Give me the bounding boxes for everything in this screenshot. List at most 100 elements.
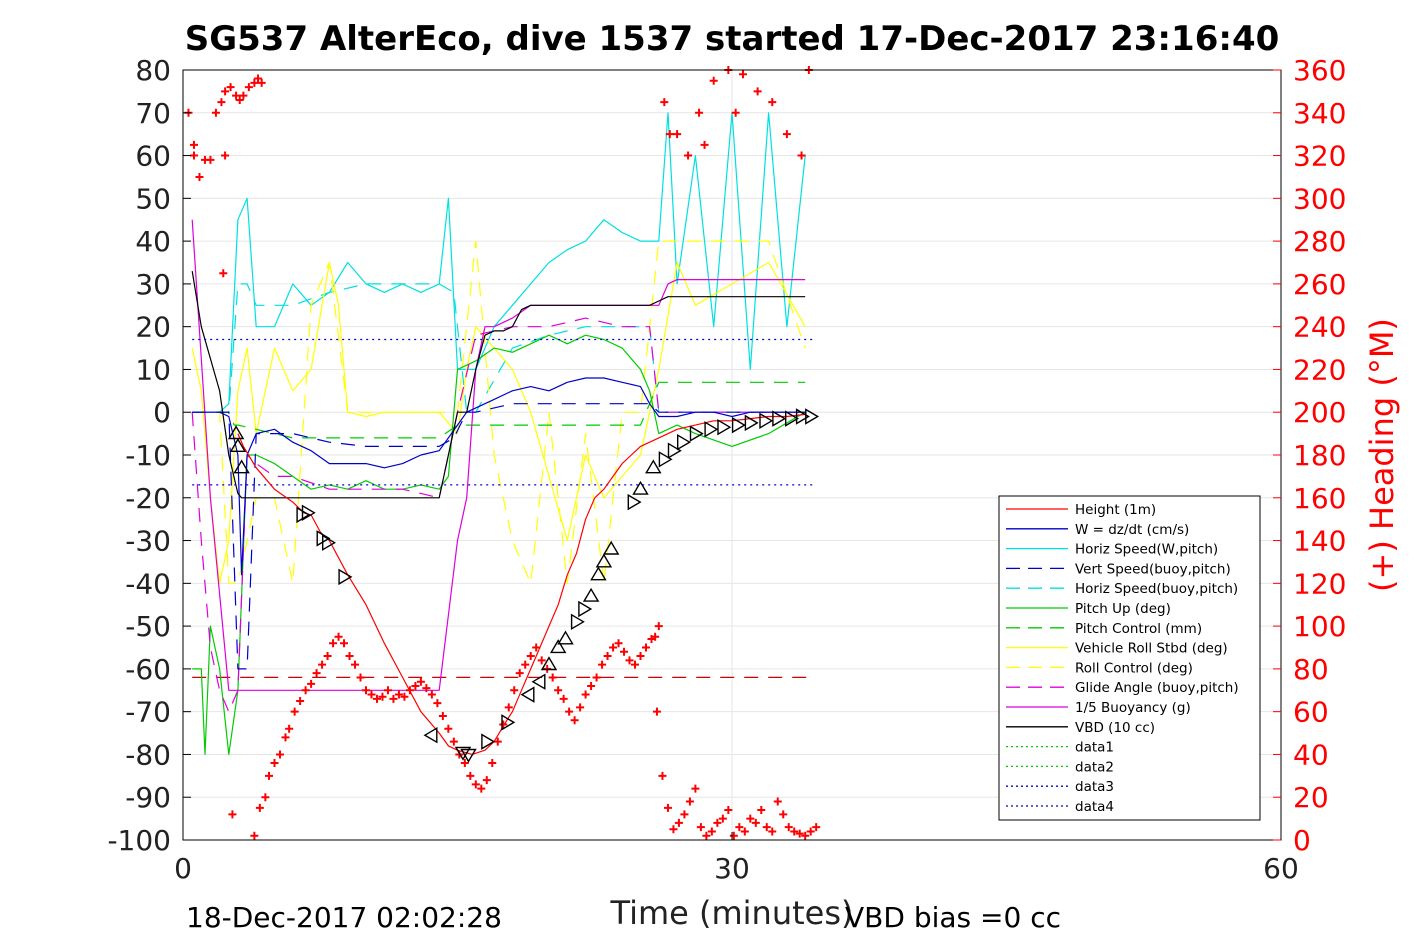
tick-label-left: -90 [125,781,171,814]
tick-label-right: 180 [1293,439,1346,472]
heading-point [394,690,403,699]
heading-point [405,686,414,695]
heading-point [740,827,749,836]
heading-point [565,707,574,716]
tick-label-left: 10 [135,353,171,386]
heading-point [438,711,447,720]
heading-point [477,784,486,793]
heading-point [307,679,316,688]
heading-point [576,703,585,712]
heading-point [620,647,629,656]
heading-point [515,669,524,678]
heading-point [499,720,508,729]
heading-point [526,652,535,661]
height-marker [322,534,336,551]
heading-point [290,707,299,716]
heading-point [782,130,791,139]
heading-point [219,269,228,278]
heading-point [416,677,425,686]
height-marker [423,726,438,744]
heading-point [378,692,387,701]
legend-entry: data2 [1075,759,1114,775]
heading-point [255,803,264,812]
tick-label-left: -60 [125,653,171,686]
height-marker [645,459,662,474]
heading-point [757,806,766,815]
height-marker [229,438,247,452]
height-marker [549,639,567,654]
heading-point [444,724,453,733]
heading-point [700,140,709,149]
heading-point [651,632,660,641]
heading-point [680,810,689,819]
legend-entry: Pitch Control (mm) [1075,621,1202,637]
heading-point [521,660,530,669]
tick-label-left: -50 [125,610,171,643]
height-marker [595,553,613,568]
heading-point [261,793,270,802]
heading-point [460,759,469,767]
heading-point [221,151,230,160]
tick-label-right: 300 [1293,182,1346,215]
heading-point [660,98,669,107]
tick-label-right: 100 [1293,610,1346,643]
heading-point [257,78,266,87]
height-marker [301,504,316,522]
heading-point [449,737,458,746]
legend-entry: Horiz Speed(W,pitch) [1075,542,1218,558]
heading-point [482,776,491,785]
tick-label-x: 60 [1263,852,1299,885]
legend-entry: 1/5 Buoyancy (g) [1075,700,1191,716]
tick-label-x: 0 [174,852,192,885]
heading-point [554,686,563,695]
x-axis-label: Time (minutes) [610,894,854,932]
series-line-10 [191,219,806,691]
height-marker [460,748,477,763]
tick-label-left: -40 [125,567,171,600]
tick-label-right: 360 [1293,54,1346,87]
heading-point [383,686,392,695]
tick-label-left: 30 [135,268,171,301]
heading-point [244,83,253,92]
heading-point [334,632,343,641]
heading-point [318,660,327,669]
heading-point [312,669,321,678]
heading-point [702,831,711,840]
tick-label-left: 0 [153,396,171,429]
heading-point [674,818,683,827]
legend-entry: Roll Control (deg) [1075,660,1193,676]
heading-point [735,823,744,832]
height-marker [540,656,558,671]
heading-point [221,87,230,96]
heading-point [427,690,436,699]
tick-label-x: 30 [714,852,750,885]
footer-vbd-bias: VBD bias =0 cc [845,901,1061,934]
heading-point [285,724,294,733]
heading-point [684,151,693,160]
heading-point [548,673,557,682]
heading-point [250,831,259,840]
tick-label-right: 140 [1293,525,1346,558]
legend-entry: Height (1m) [1075,502,1156,518]
heading-point [751,818,760,827]
heading-point [685,797,694,806]
heading-point [691,784,700,793]
heading-point [301,686,310,695]
heading-point [195,172,204,181]
heading-point [235,95,244,104]
height-marker [338,568,353,586]
height-marker [481,733,496,750]
heading-point [636,652,645,661]
legend-entry: Horiz Speed(buoy,pitch) [1075,581,1238,597]
heading-point [696,823,705,832]
heading-point [471,780,480,789]
heading-point [669,825,678,834]
heading-point [663,803,672,812]
heading-point [211,108,220,117]
tick-label-right: 200 [1293,396,1346,429]
height-marker [717,418,732,436]
heading-point [729,831,738,840]
heading-point [673,130,682,139]
height-marker [557,630,574,645]
heading-point [532,643,541,652]
